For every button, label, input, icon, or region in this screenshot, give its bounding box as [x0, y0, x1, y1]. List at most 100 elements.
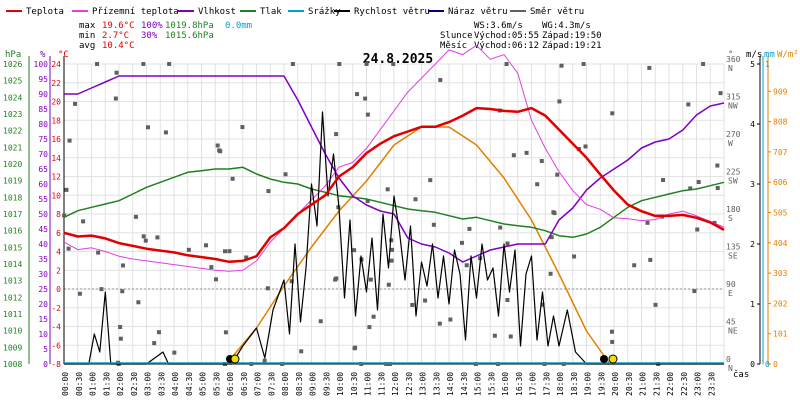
tick-time: 11:00 — [364, 372, 373, 396]
wind-dir-point — [363, 96, 368, 101]
tick-dir-deg: 315 — [726, 93, 741, 102]
wind-dir-point — [152, 341, 157, 346]
tick-temp: 6 — [56, 229, 61, 238]
wind-dir-point — [688, 186, 693, 191]
wind-dir-point — [504, 62, 509, 66]
tick-humidity: 65 — [38, 165, 48, 174]
stats-block: max 19.6°C 100% 1019.8hPa 0.0mm min 2.7°… — [79, 21, 252, 51]
tick-humidity: 85 — [38, 105, 48, 114]
wind-dir-point — [265, 286, 270, 291]
wind-dir-point — [359, 362, 364, 366]
tick-dir-name: E — [728, 289, 733, 298]
tick-wind: 5 — [750, 60, 755, 69]
tick-time: 19:00 — [584, 372, 593, 396]
wind-dir-point — [391, 62, 396, 66]
tick-solar: 404 — [773, 239, 788, 248]
wind-dir-point — [661, 177, 666, 182]
wind-dir-point — [388, 362, 393, 366]
wind-dir-point — [67, 138, 72, 143]
tick-time: 05:30 — [212, 372, 221, 396]
wind-dir-point — [95, 62, 100, 66]
tick-humidity: 90 — [38, 90, 48, 99]
tick-time: 07:30 — [267, 372, 276, 396]
wind-dir-point — [368, 277, 373, 282]
tick-pressure: 1021 — [3, 143, 22, 152]
tick-dir-name: NE — [728, 327, 738, 336]
wind-dir-point — [120, 263, 125, 268]
stat-max-label: max — [79, 21, 96, 31]
tick-time: 12:00 — [391, 372, 400, 396]
moonrise-info: Východ:06:12 — [474, 41, 539, 51]
tick-dir-deg: 0 — [726, 355, 731, 364]
stat-min-hum: 30% — [141, 31, 158, 41]
wind-dir-point — [524, 150, 529, 155]
wind-dir-point — [389, 247, 394, 252]
wind-dir-point — [431, 222, 436, 227]
wind-dir-point — [215, 143, 220, 148]
axis-title-mm: mm — [764, 50, 775, 60]
wind-dir-point — [648, 257, 653, 262]
legend-label-0: Teplota — [26, 7, 64, 17]
wind-dir-point — [163, 130, 168, 135]
tick-dir-name: SW — [728, 177, 738, 186]
tick-temp: 8 — [56, 210, 61, 219]
wind-dir-point — [632, 263, 637, 268]
tick-time: 10:30 — [350, 372, 359, 396]
wind-dir-point — [647, 65, 652, 70]
wind-dir-point — [133, 214, 138, 219]
tick-time: 03:00 — [144, 372, 153, 396]
tick-solar: 808 — [773, 118, 788, 127]
tick-temp: 16 — [51, 135, 61, 144]
wind-dir-point — [610, 339, 615, 344]
wind-dir-point — [413, 197, 418, 202]
wind-dir-point — [438, 78, 443, 83]
wind-dir-point — [540, 302, 545, 307]
tick-pressure: 1008 — [3, 360, 22, 369]
wind-dir-point — [143, 238, 148, 243]
tick-time: 16:30 — [515, 372, 524, 396]
sunrise-info: Východ:05:55 — [474, 31, 539, 41]
tick-time: 06:30 — [240, 372, 249, 396]
sunrise-marker — [226, 354, 240, 364]
wind-dir-point — [459, 240, 464, 245]
tick-dir-deg: 225 — [726, 168, 741, 177]
tick-time: 07:00 — [254, 372, 263, 396]
wind-dir-point — [423, 298, 428, 303]
wind-dir-point — [696, 180, 701, 185]
tick-wind: 1 — [750, 300, 755, 309]
tick-dir-name: N — [728, 64, 733, 73]
wind-dir-point — [218, 149, 223, 154]
tick-time: 19:30 — [597, 372, 606, 396]
wind-dir-point — [555, 172, 560, 177]
tick-time: 12:30 — [405, 372, 414, 396]
tick-time: 15:00 — [474, 372, 483, 396]
wind-gust-info: WG:4.3m/s — [542, 21, 591, 31]
wind-dir-point — [692, 289, 697, 294]
wind-dir-point — [572, 254, 577, 259]
tick-dir-name: NW — [728, 102, 738, 111]
tick-temp: 2 — [56, 266, 61, 275]
wind-dir-point — [223, 249, 228, 254]
stat-avg-temp: 10.4°C — [102, 41, 135, 51]
wind-dir-point — [389, 258, 394, 263]
tick-temp: 4 — [56, 248, 61, 257]
wind-dir-point — [695, 227, 700, 232]
tick-temp: 18 — [51, 116, 61, 125]
tick-pressure: 1020 — [3, 160, 22, 169]
tick-time: 18:00 — [556, 372, 565, 396]
tick-dir-deg: 360 — [726, 55, 741, 64]
wind-dir-point — [448, 317, 453, 322]
tick-time: 09:00 — [309, 372, 318, 396]
wind-dir-point — [223, 330, 228, 335]
wind-dir-point — [498, 225, 503, 230]
wind-dir-point — [505, 241, 510, 246]
tick-dir-name: W — [728, 139, 733, 148]
tick-humidity: 30 — [38, 270, 48, 279]
wind-dir-point — [155, 235, 160, 240]
stat-avg-label: avg — [79, 41, 95, 51]
tick-pressure: 1025 — [3, 77, 22, 86]
wind-dir-point — [96, 250, 101, 255]
tick-dir-name: SE — [728, 252, 738, 261]
tick-pressure: 1018 — [3, 193, 22, 202]
tick-wind: 3 — [750, 180, 755, 189]
